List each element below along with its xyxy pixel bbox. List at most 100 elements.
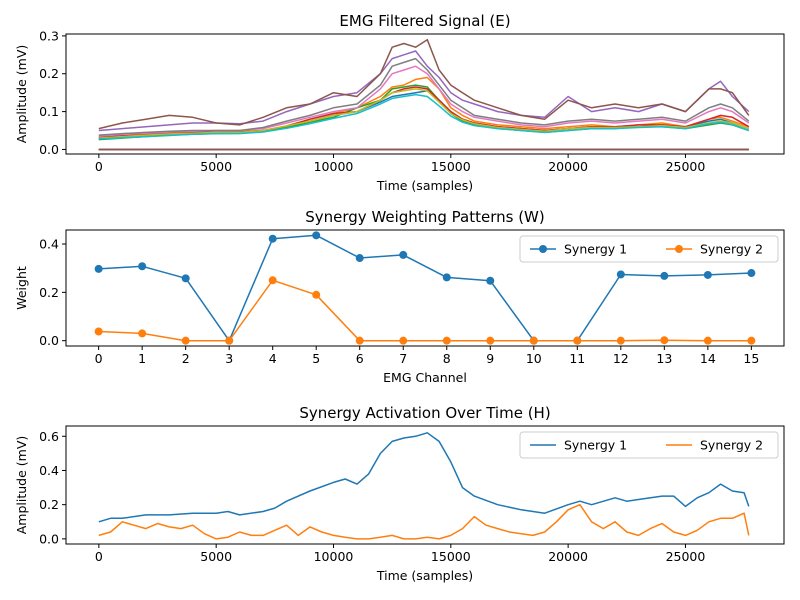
x-tick-label: 9 — [486, 351, 494, 366]
series-line-2 — [98, 279, 752, 342]
x-axis-label: Time (samples) — [376, 178, 473, 193]
x-axis-label: Time (samples) — [376, 568, 473, 583]
y-axis-label: Weight — [14, 266, 29, 310]
x-tick-label: 13 — [656, 351, 672, 366]
x-tick-label: 7 — [399, 351, 407, 366]
data-point — [138, 262, 147, 271]
y-tick-label: 0.3 — [39, 28, 59, 43]
plot-area — [98, 432, 750, 540]
data-point — [94, 264, 103, 273]
x-tick-label: 10 — [526, 351, 542, 366]
x-tick-label: 10000 — [314, 549, 354, 564]
x-tick-label: 2 — [182, 351, 190, 366]
x-tick-label: 12 — [613, 351, 629, 366]
x-tick-label: 15000 — [431, 549, 471, 564]
y-tick-label: 0.2 — [39, 66, 59, 81]
axes-frame — [65, 425, 785, 545]
data-point — [181, 336, 190, 345]
x-tick-label: 3 — [225, 351, 233, 366]
x-tick-label: 0 — [95, 549, 103, 564]
data-point — [442, 336, 451, 345]
y-tick-label: 0.4 — [39, 237, 59, 252]
series-line-2 — [98, 503, 750, 540]
plot-area — [98, 38, 750, 151]
x-tick-label: 6 — [356, 351, 364, 366]
data-point — [703, 336, 712, 345]
chart-panel-3: Synergy Activation Over Time (H) 0 5000 100… — [14, 404, 785, 583]
x-tick-label: 25000 — [666, 159, 706, 174]
data-point — [747, 269, 756, 278]
x-tick-label: 0 — [95, 159, 103, 174]
series-line-9 — [98, 88, 750, 139]
data-point — [573, 336, 582, 345]
y-tick-label: 0.0 — [39, 142, 59, 157]
series-line-8 — [98, 57, 750, 136]
data-point — [486, 276, 495, 285]
y-tick-label: 0.2 — [39, 497, 59, 512]
data-point — [94, 327, 103, 336]
data-point — [355, 254, 364, 263]
x-axis-label: EMG Channel — [383, 370, 467, 385]
data-point — [312, 290, 321, 299]
x-tick-label: 10000 — [314, 159, 354, 174]
legend-box — [519, 431, 779, 459]
data-point — [616, 336, 625, 345]
data-point — [312, 231, 321, 240]
chart-panel-1: EMG Filtered Signal (E) 0 5000 10000 15000 20… — [14, 12, 785, 193]
legend-marker — [539, 245, 547, 253]
data-point — [747, 336, 756, 345]
series-line-6 — [98, 38, 750, 130]
data-point — [703, 270, 712, 279]
legend-entry: Synergy 1 — [564, 242, 627, 257]
plot-area — [94, 231, 756, 345]
series-line-1 — [98, 234, 752, 342]
x-tick-label: 25000 — [666, 549, 706, 564]
chart-title: EMG Filtered Signal (E) — [339, 12, 510, 30]
y-tick-label: 0.0 — [39, 531, 59, 546]
y-axis-label: Amplitude (mV) — [14, 45, 29, 144]
legend-entry: Synergy 2 — [700, 242, 763, 257]
x-tick-label: 14 — [700, 351, 716, 366]
legend-marker — [675, 245, 683, 253]
series-line-1 — [98, 432, 750, 523]
data-point — [399, 250, 408, 259]
data-point — [399, 336, 408, 345]
axes-frame — [65, 229, 785, 347]
data-point — [225, 336, 234, 345]
series-line-10 — [98, 93, 750, 140]
data-point — [660, 271, 669, 280]
x-tick-label: 20000 — [548, 159, 588, 174]
legend-entry: Synergy 1 — [564, 438, 627, 453]
data-point — [268, 276, 277, 285]
data-point — [442, 273, 451, 282]
chart-title: Synergy Weighting Patterns (W) — [305, 208, 545, 226]
data-point — [660, 336, 669, 345]
data-point — [355, 336, 364, 345]
data-point — [616, 270, 625, 279]
y-tick-label: 0.2 — [39, 285, 59, 300]
legend: Synergy 1 Synergy 2 — [519, 235, 779, 263]
x-tick-label: 5 — [312, 351, 320, 366]
x-tick-label: 5000 — [200, 159, 232, 174]
data-point — [268, 234, 277, 243]
x-tick-label: 15000 — [431, 159, 471, 174]
chart-panel-2: Synergy Weighting Patterns (W) 0 1 2 3 4 5 6 7 8 9… — [14, 208, 785, 385]
x-tick-label: 4 — [269, 351, 277, 366]
legend-entry: Synergy 2 — [700, 438, 763, 453]
x-tick-label: 5000 — [200, 549, 232, 564]
x-tick-label: 20000 — [548, 549, 588, 564]
data-point — [181, 274, 190, 283]
x-tick-label: 11 — [569, 351, 585, 366]
axes-frame — [65, 33, 785, 155]
data-point — [486, 336, 495, 345]
chart-title: Synergy Activation Over Time (H) — [299, 404, 550, 422]
legend-box — [519, 235, 779, 263]
y-axis-label: Amplitude (mV) — [14, 436, 29, 535]
x-tick-label: 15 — [743, 351, 759, 366]
y-tick-label: 0.4 — [39, 463, 59, 478]
x-tick-label: 8 — [443, 351, 451, 366]
data-point — [529, 336, 538, 345]
x-tick-label: 0 — [95, 351, 103, 366]
legend: Synergy 1 Synergy 2 — [519, 431, 779, 459]
